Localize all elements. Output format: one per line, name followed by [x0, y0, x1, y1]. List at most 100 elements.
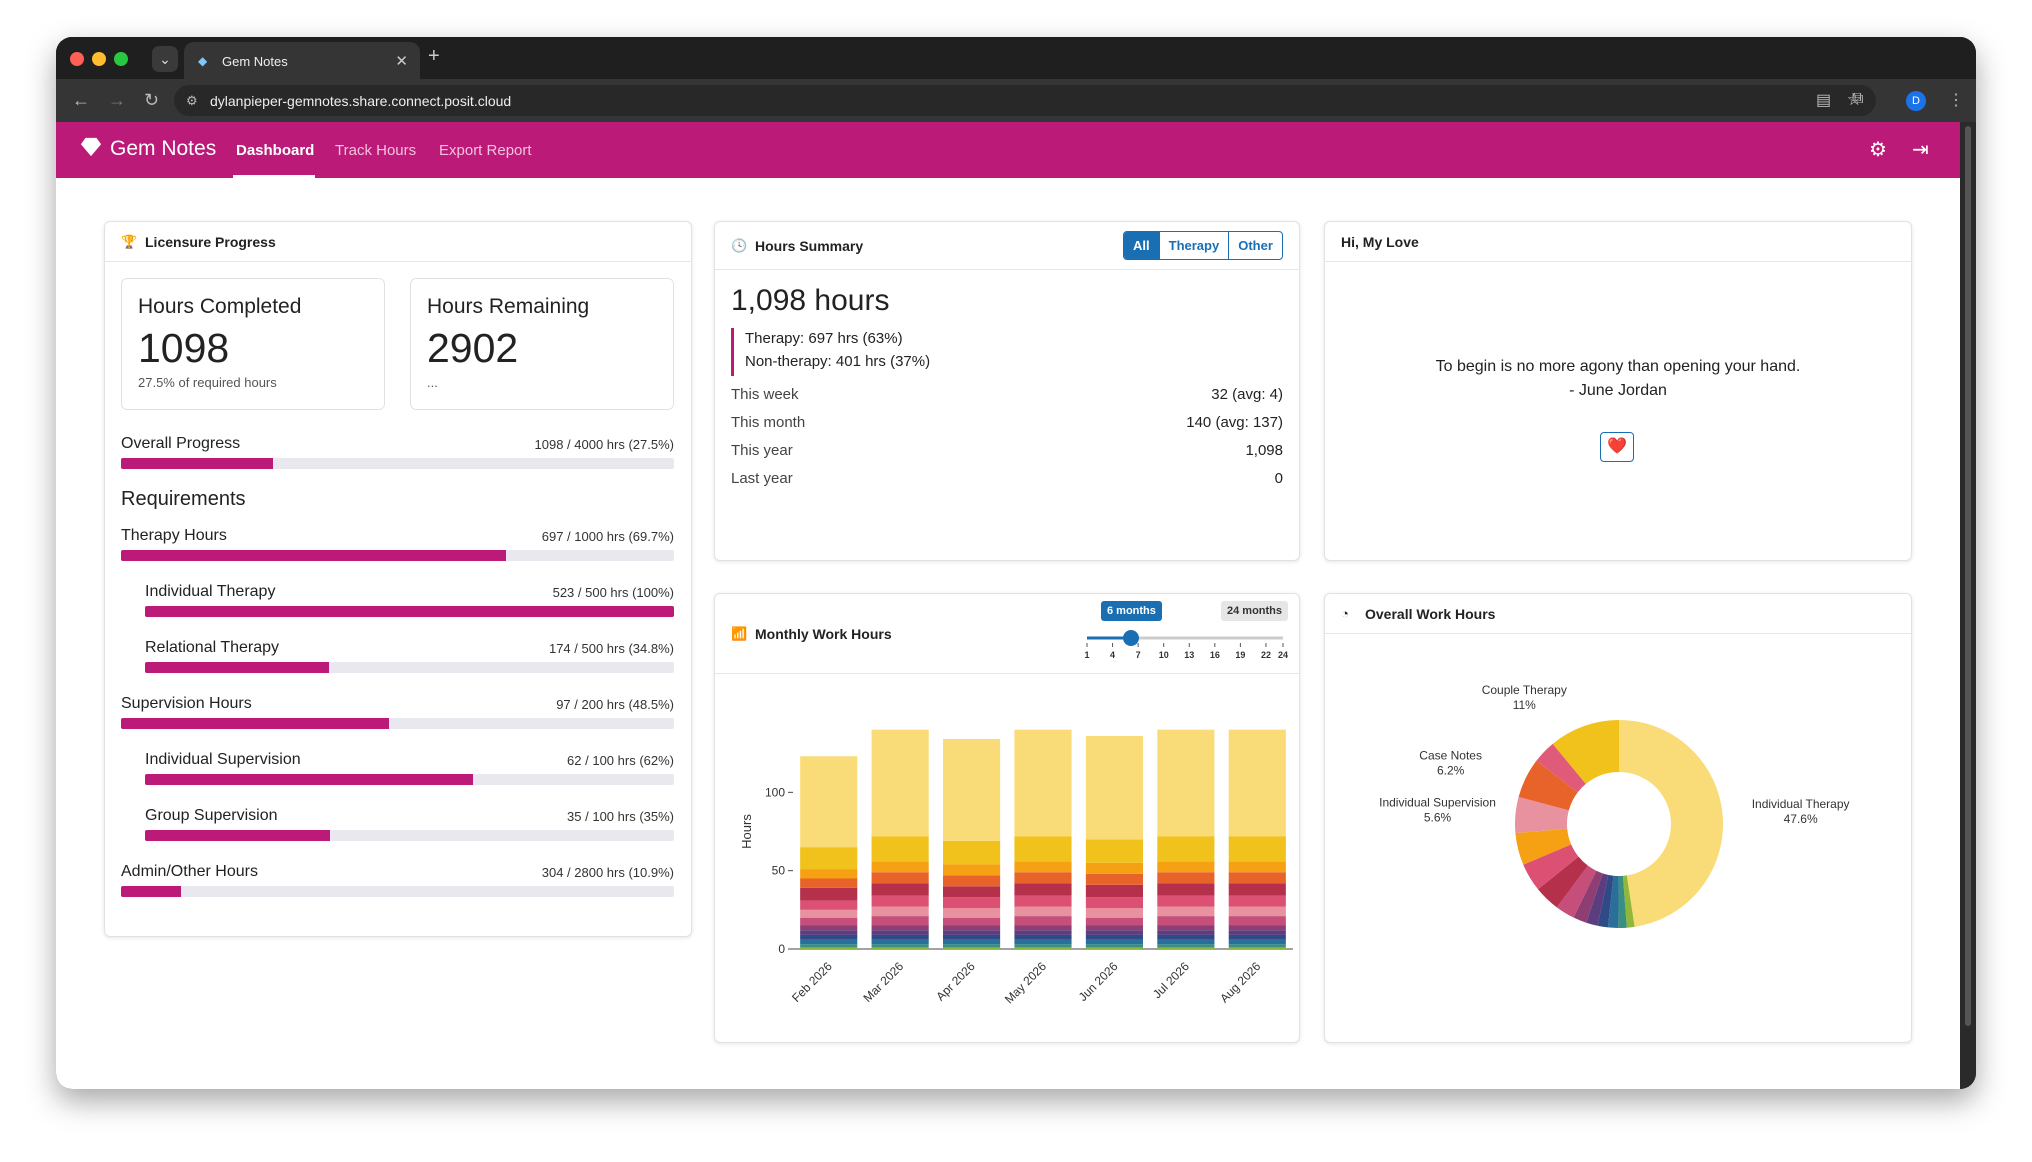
donut-slice[interactable] [1597, 874, 1614, 928]
profile-avatar[interactable]: D [1906, 91, 1926, 111]
bar-segment[interactable] [1157, 895, 1215, 907]
nav-export-report[interactable]: Export Report [439, 142, 532, 159]
bar-segment[interactable] [943, 934, 1001, 940]
bar-segment[interactable] [1228, 836, 1286, 862]
logout-icon[interactable]: ⇥ [1912, 139, 1929, 161]
bar-segment[interactable] [1157, 930, 1215, 935]
tab-search-chevron-icon[interactable]: ⌄ [152, 46, 178, 72]
bar-segment[interactable] [1228, 895, 1286, 907]
donut-slice[interactable] [1518, 760, 1578, 811]
bar-segment[interactable] [800, 934, 858, 940]
bar-segment[interactable] [943, 925, 1001, 931]
maximize-window-button[interactable] [114, 52, 128, 66]
bar-segment[interactable] [1085, 884, 1143, 898]
new-tab-icon[interactable]: + [428, 45, 440, 67]
bar-segment[interactable] [1157, 729, 1215, 837]
bar-segment[interactable] [1085, 934, 1143, 940]
bar-segment[interactable] [871, 930, 929, 935]
filter-all[interactable]: All [1124, 232, 1160, 259]
bar-segment[interactable] [800, 900, 858, 910]
bar-segment[interactable] [1014, 944, 1072, 948]
bar-segment[interactable] [1228, 906, 1286, 917]
bar-segment[interactable] [1085, 939, 1143, 945]
bar-segment[interactable] [1085, 897, 1143, 909]
bar-segment[interactable] [1014, 947, 1072, 949]
bar-segment[interactable] [1085, 735, 1143, 840]
bar-segment[interactable] [1228, 934, 1286, 940]
bar-segment[interactable] [1157, 934, 1215, 940]
bar-segment[interactable] [1014, 916, 1072, 926]
bar-segment[interactable] [1157, 944, 1215, 948]
bar-segment[interactable] [1228, 916, 1286, 926]
bar-segment[interactable] [943, 939, 1001, 945]
bar-segment[interactable] [1014, 729, 1072, 837]
bar-segment[interactable] [1228, 872, 1286, 884]
heart-button[interactable]: ❤️ [1600, 432, 1634, 462]
minimize-window-button[interactable] [92, 52, 106, 66]
bar-segment[interactable] [1228, 729, 1286, 837]
bar-segment[interactable] [871, 916, 929, 926]
bar-segment[interactable] [1014, 934, 1072, 940]
bar-segment[interactable] [800, 930, 858, 935]
bar-segment[interactable] [1014, 930, 1072, 935]
bar-segment[interactable] [1228, 939, 1286, 945]
address-bar[interactable]: ⚙ dylanpieper-gemnotes.share.connect.pos… [174, 85, 1876, 116]
bar-segment[interactable] [800, 756, 858, 848]
bar-segment[interactable] [871, 861, 929, 873]
bar-segment[interactable] [1085, 925, 1143, 931]
nav-track-hours[interactable]: Track Hours [335, 142, 417, 159]
bar-segment[interactable] [1228, 861, 1286, 873]
slider-handle[interactable] [1123, 630, 1139, 646]
bar-segment[interactable] [1157, 883, 1215, 896]
donut-slice[interactable] [1618, 875, 1627, 928]
bar-segment[interactable] [1157, 947, 1215, 949]
filter-therapy[interactable]: Therapy [1160, 232, 1230, 259]
bar-segment[interactable] [1228, 930, 1286, 935]
reload-icon[interactable]: ↻ [144, 90, 160, 110]
bar-segment[interactable] [1014, 883, 1072, 896]
bar-segment[interactable] [1085, 908, 1143, 918]
filter-other[interactable]: Other [1238, 238, 1273, 253]
bar-segment[interactable] [1157, 872, 1215, 884]
forward-icon[interactable]: → [108, 90, 126, 110]
bar-segment[interactable] [1157, 861, 1215, 873]
extensions-icon[interactable]: ⧉ [1852, 90, 1864, 107]
donut-slice[interactable] [1523, 844, 1579, 890]
donut-slice[interactable] [1619, 720, 1724, 927]
bar-segment[interactable] [871, 925, 929, 931]
bar-segment[interactable] [1228, 944, 1286, 948]
bar-segment[interactable] [1085, 947, 1143, 949]
bar-segment[interactable] [800, 847, 858, 870]
donut-slice[interactable] [1586, 873, 1609, 926]
bar-segment[interactable] [871, 934, 929, 940]
bar-segment[interactable] [871, 906, 929, 917]
back-icon[interactable]: ← [72, 90, 90, 110]
donut-slice[interactable] [1573, 870, 1603, 923]
browser-menu-icon[interactable]: ⋮ [1948, 92, 1964, 109]
bar-segment[interactable] [1157, 836, 1215, 862]
donut-slice[interactable] [1552, 720, 1619, 784]
donut-slice[interactable] [1538, 856, 1588, 908]
months-slider[interactable]: 1 4 7 10 13 16 19 22 24 [1083, 630, 1289, 660]
bar-segment[interactable] [943, 930, 1001, 935]
donut-slice[interactable] [1515, 828, 1572, 865]
bar-segment[interactable] [871, 947, 929, 949]
bar-segment[interactable] [1228, 925, 1286, 931]
bookmark-star-icon[interactable]: ☆ [1846, 90, 1862, 109]
bar-segment[interactable] [943, 886, 1001, 898]
bar-segment[interactable] [800, 878, 858, 888]
bar-segment[interactable] [800, 925, 858, 931]
bar-segment[interactable] [1014, 939, 1072, 945]
bar-segment[interactable] [1228, 947, 1286, 949]
bar-segment[interactable] [943, 739, 1001, 841]
bar-segment[interactable] [1085, 930, 1143, 935]
bar-segment[interactable] [800, 939, 858, 945]
bar-segment[interactable] [871, 836, 929, 862]
donut-slice[interactable] [1515, 796, 1569, 834]
bar-segment[interactable] [1014, 861, 1072, 873]
bar-segment[interactable] [800, 869, 858, 879]
donut-slice[interactable] [1536, 743, 1586, 793]
bar-segment[interactable] [1085, 873, 1143, 885]
bar-segment[interactable] [1157, 925, 1215, 931]
bar-segment[interactable] [943, 944, 1001, 948]
